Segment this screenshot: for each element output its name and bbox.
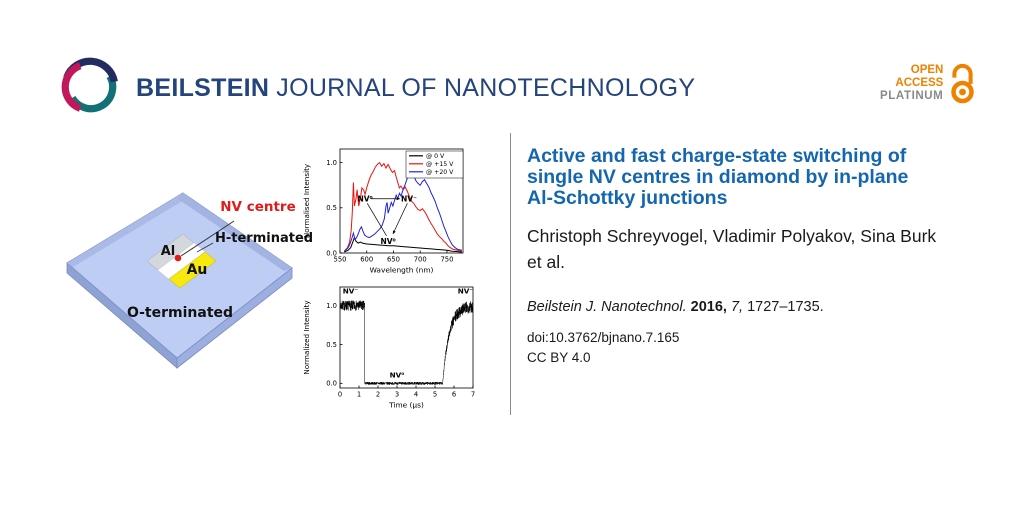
svg-text:750: 750	[440, 256, 453, 264]
svg-text:Normalised Intensity: Normalised Intensity	[302, 163, 311, 238]
svg-text:NV⁻: NV⁻	[401, 194, 417, 203]
citation-pages: 1727–1735.	[747, 299, 824, 315]
al-label: Al	[161, 244, 176, 259]
svg-text:NV⁰: NV⁰	[357, 194, 372, 203]
citation: Beilstein J. Nanotechnol. 2016, 7, 1727–…	[527, 299, 985, 315]
svg-text:0.5: 0.5	[326, 204, 337, 212]
article-authors: Christoph Schreyvogel, Vladimir Polyakov…	[527, 223, 985, 275]
svg-text:4: 4	[414, 391, 418, 399]
svg-text:NV⁰: NV⁰	[380, 237, 395, 246]
journal-title-rest: JOURNAL OF NANOTECHNOLOGY	[276, 74, 696, 102]
open-access-line1: OPEN	[910, 63, 944, 76]
svg-text:0.0: 0.0	[326, 249, 337, 257]
svg-text:5: 5	[433, 391, 437, 399]
license-text: CC BY 4.0	[527, 350, 591, 365]
open-access-badge: OPEN ACCESS PLATINUM	[880, 62, 976, 104]
article-title-line3: Al-Schottky junctions	[527, 187, 728, 209]
journal-title: BEILSTEIN JOURNAL OF NANOTECHNOLOGY	[136, 75, 695, 101]
logo-crimson-arc	[61, 62, 82, 112]
svg-text:650: 650	[387, 256, 400, 264]
citation-journal: Beilstein J. Nanotechnol.	[527, 299, 687, 315]
au-label: Au	[187, 262, 208, 278]
nv-centre-label: NV centre	[220, 199, 295, 215]
au-electrode	[168, 251, 217, 289]
svg-text:600: 600	[360, 256, 373, 264]
citation-volume: 7,	[730, 299, 744, 315]
sample-diagram: NV centre H-terminated Al Au O-terminate…	[66, 192, 313, 369]
article-title: Active and fast charge-state switching o…	[527, 146, 985, 209]
article-authors-line1: Christoph Schreyvogel, Vladimir Polyakov…	[527, 226, 937, 246]
article-panel: Active and fast charge-state switching o…	[527, 146, 985, 366]
svg-text:@ 0 V: @ 0 V	[426, 152, 445, 160]
svg-text:3: 3	[395, 391, 399, 399]
svg-text:NV⁰: NV⁰	[390, 370, 405, 379]
svg-text:700: 700	[414, 256, 427, 264]
nv-pointer-line	[180, 220, 235, 257]
svg-text:@ +20 V: @ +20 V	[426, 168, 454, 176]
journal-title-bold: BEILSTEIN	[136, 74, 270, 102]
beilstein-logo-icon	[61, 57, 118, 113]
svg-text:@ +15 V: @ +15 V	[426, 160, 454, 168]
svg-text:1: 1	[357, 391, 361, 399]
o-terminated-label: O-terminated	[127, 305, 233, 321]
h-terminated-channel	[158, 243, 205, 279]
doi-text: doi:10.3762/bjnano.7.165	[527, 330, 680, 345]
open-lock-icon	[951, 63, 975, 104]
time-trace-chart: 0 1 2 3 4 5 6 7 0.0 0.5 1.0 Time (µs) Normalized Int…	[302, 286, 475, 410]
article-title-line2: single NV centres in diamond by in-plane	[527, 166, 909, 188]
svg-text:1.0: 1.0	[326, 159, 337, 167]
svg-text:6: 6	[452, 391, 456, 399]
slab-rim-right	[178, 193, 292, 271]
article-title-line1: Active and fast charge-state switching o…	[527, 145, 907, 167]
open-access-line2: ACCESS	[895, 76, 944, 89]
svg-text:NV⁻: NV⁻	[343, 286, 359, 295]
svg-text:2: 2	[376, 391, 380, 399]
h-pointer-line	[196, 242, 214, 253]
vertical-divider	[510, 133, 511, 415]
spectrum-chart: 550 600 650 700 750 0.0 0.5 1.0 Wavelength (nm) N…	[302, 148, 464, 275]
svg-text:7: 7	[471, 391, 475, 399]
open-access-line3: PLATINUM	[880, 89, 944, 102]
article-authors-line2: et al.	[527, 252, 565, 272]
svg-text:Normalized Intensity: Normalized Intensity	[302, 300, 311, 375]
nv-centre-dot	[174, 254, 182, 262]
h-terminated-label: H-terminated	[215, 231, 313, 246]
svg-text:Time (µs): Time (µs)	[388, 401, 424, 410]
slab-rim-left	[67, 193, 189, 267]
svg-text:0: 0	[338, 391, 342, 399]
svg-text:550: 550	[334, 256, 347, 264]
svg-text:NV⁻: NV⁻	[458, 286, 474, 295]
svg-text:1.0: 1.0	[326, 302, 337, 310]
svg-text:0.5: 0.5	[326, 341, 337, 349]
open-access-text: OPEN ACCESS PLATINUM	[880, 64, 943, 103]
svg-text:0.0: 0.0	[326, 380, 337, 388]
svg-text:Wavelength (nm): Wavelength (nm)	[370, 266, 434, 275]
citation-year: 2016,	[690, 299, 727, 315]
